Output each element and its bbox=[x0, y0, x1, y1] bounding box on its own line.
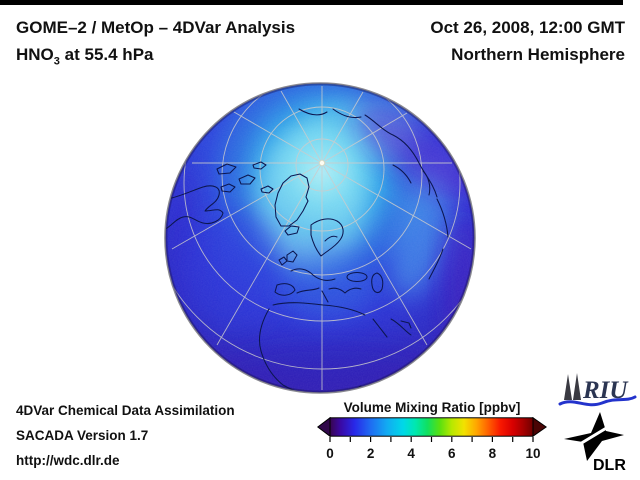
globe-rim-inner bbox=[165, 83, 475, 393]
colorbar-tick-label-4: 4 bbox=[407, 446, 415, 461]
dlr-star-slash bbox=[569, 419, 619, 452]
colorbar-right-arrow bbox=[532, 417, 547, 438]
colorbar-tick-label-6: 6 bbox=[448, 446, 456, 461]
cathedral-spire-icon bbox=[564, 374, 572, 400]
colorbar-left-arrow bbox=[317, 417, 331, 438]
plot-title-block: GOME–2 / MetOp – 4DVar Analysis HNO3 at … bbox=[16, 14, 295, 75]
credit-line-1: 4DVar Chemical Data Assimilation bbox=[16, 403, 235, 418]
species-subscript: 3 bbox=[53, 55, 60, 68]
coastlines bbox=[165, 108, 449, 393]
species-label: HNO bbox=[16, 45, 54, 64]
riu-logo: RIU bbox=[558, 373, 637, 407]
colorbar-tick-label-8: 8 bbox=[488, 446, 497, 461]
colorbar-gradient bbox=[329, 417, 534, 437]
rhine-wave-icon bbox=[558, 395, 637, 407]
graticule bbox=[165, 83, 475, 390]
north-pole-marker bbox=[318, 160, 325, 167]
credits-block: 4DVar Chemical Data Assimilation SACADA … bbox=[16, 398, 235, 473]
plot-title-line2: HNO3 at 55.4 hPa bbox=[16, 41, 295, 75]
colorbar-title: Volume Mixing Ratio [ppbv] bbox=[343, 400, 521, 415]
datetime-label: Oct 26, 2008, 12:00 GMT bbox=[430, 18, 625, 37]
pressure-level-label: at 55.4 hPa bbox=[59, 45, 154, 64]
plot-title-line1: GOME–2 / MetOp – 4DVar Analysis bbox=[16, 18, 296, 37]
hemisphere-label: Northern Hemisphere bbox=[451, 45, 625, 64]
credit-url: http://wdc.dlr.de bbox=[16, 453, 120, 468]
globe-rim bbox=[164, 82, 476, 394]
colorbar-tick-label-0: 0 bbox=[326, 446, 334, 461]
top-black-bar bbox=[0, 0, 623, 5]
colorbar bbox=[317, 417, 547, 442]
dlr-logo: DLR bbox=[564, 412, 626, 474]
datetime-block: Oct 26, 2008, 12:00 GMT Northern Hemisph… bbox=[430, 14, 625, 68]
colorbar-tick-label-2: 2 bbox=[366, 446, 375, 461]
mixing-ratio-field bbox=[165, 83, 475, 393]
credit-line-2: SACADA Version 1.7 bbox=[16, 428, 149, 443]
globe-map bbox=[164, 82, 476, 394]
colorbar-ticks bbox=[329, 437, 534, 442]
dlr-logo-text: DLR bbox=[593, 457, 626, 474]
colorbar-tick-label-10: 10 bbox=[525, 446, 541, 461]
cathedral-spire-icon bbox=[573, 373, 581, 400]
